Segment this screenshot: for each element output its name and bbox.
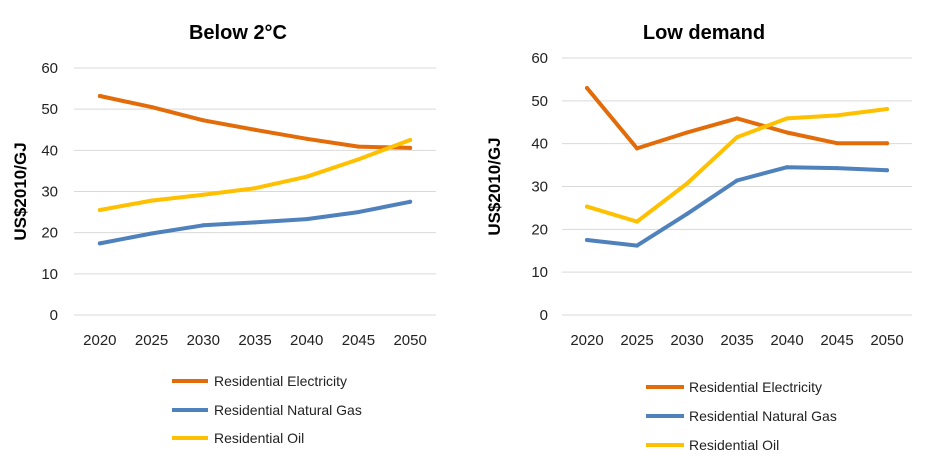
y-tick-label: 10 (41, 266, 58, 283)
data-point-residential-oil (253, 186, 257, 191)
data-point-residential-electricity (253, 127, 257, 132)
series-line-residential-oil (585, 107, 889, 224)
x-tick-label: 2040 (770, 332, 803, 349)
chart-title: Below 2°C (189, 22, 287, 44)
data-point-residential-oil (785, 116, 789, 121)
legend-label: Residential Oil (689, 437, 779, 453)
y-tick-label: 20 (41, 225, 58, 242)
y-tick-label: 10 (531, 264, 548, 281)
series-line-residential-electricity (97, 94, 413, 150)
data-point-residential-natural-gas (201, 223, 206, 228)
y-tick-label: 20 (531, 221, 548, 238)
legend-label: Residential Natural Gas (214, 402, 362, 418)
chart-title: Low demand (643, 22, 765, 44)
y-tick-label: 0 (540, 307, 548, 324)
y-tick-label: 0 (50, 307, 58, 324)
x-tick-label: 2030 (187, 332, 220, 349)
data-point-residential-electricity (149, 105, 154, 110)
data-point-residential-electricity (685, 130, 689, 135)
data-point-residential-electricity (735, 116, 739, 121)
data-point-residential-oil (885, 106, 889, 111)
data-point-residential-oil (585, 204, 589, 209)
data-point-residential-electricity (408, 145, 413, 150)
data-point-residential-oil (97, 208, 102, 213)
y-tick-label: 30 (531, 179, 548, 196)
data-point-residential-natural-gas (149, 231, 154, 236)
data-point-residential-natural-gas (885, 168, 889, 173)
data-point-residential-electricity (585, 85, 589, 90)
y-axis-label: US$2010/GJ (485, 137, 504, 235)
x-tick-label: 2040 (290, 332, 323, 349)
data-point-residential-electricity (885, 141, 889, 146)
y-tick-label: 40 (531, 136, 548, 153)
y-tick-label: 50 (41, 101, 58, 118)
legend-label: Residential Electricity (689, 379, 822, 395)
data-point-residential-oil (835, 113, 839, 118)
legend-label: Residential Electricity (214, 373, 347, 389)
data-point-residential-electricity (835, 141, 839, 146)
x-tick-label: 2035 (720, 332, 753, 349)
y-tick-label: 60 (41, 60, 58, 77)
data-point-residential-oil (408, 138, 413, 143)
data-point-residential-natural-gas (785, 165, 789, 170)
data-point-residential-natural-gas (304, 217, 309, 222)
x-tick-label: 2050 (870, 332, 903, 349)
x-tick-label: 2020 (83, 332, 116, 349)
x-tick-label: 2025 (135, 332, 168, 349)
x-tick-label: 2050 (393, 332, 426, 349)
data-point-residential-electricity (785, 130, 789, 135)
y-axis-label: US$2010/GJ (11, 142, 30, 240)
data-point-residential-electricity (635, 146, 639, 151)
x-tick-label: 2020 (570, 332, 603, 349)
y-tick-label: 40 (41, 142, 58, 159)
data-point-residential-oil (685, 181, 689, 186)
data-point-residential-natural-gas (835, 166, 839, 171)
legend-label: Residential Oil (214, 430, 304, 446)
data-point-residential-natural-gas (735, 178, 739, 183)
x-tick-label: 2045 (820, 332, 853, 349)
data-point-residential-oil (149, 198, 154, 203)
data-point-residential-oil (635, 219, 639, 224)
data-point-residential-electricity (97, 93, 102, 98)
data-point-residential-natural-gas (408, 199, 413, 204)
x-tick-label: 2035 (238, 332, 271, 349)
data-point-residential-natural-gas (97, 241, 102, 246)
data-point-residential-electricity (304, 136, 309, 141)
x-tick-label: 2025 (620, 332, 653, 349)
data-point-residential-natural-gas (356, 210, 361, 215)
data-point-residential-natural-gas (585, 238, 589, 243)
data-point-residential-oil (304, 174, 309, 179)
y-tick-label: 30 (41, 184, 58, 201)
y-tick-label: 60 (531, 50, 548, 67)
data-point-residential-oil (735, 135, 739, 140)
data-point-residential-natural-gas (635, 243, 639, 248)
data-point-residential-natural-gas (253, 220, 257, 225)
x-tick-label: 2045 (342, 332, 375, 349)
data-point-residential-electricity (201, 118, 206, 123)
data-point-residential-electricity (356, 144, 361, 149)
x-tick-label: 2030 (670, 332, 703, 349)
legend-label: Residential Natural Gas (689, 408, 837, 424)
data-point-residential-natural-gas (685, 211, 689, 216)
data-point-residential-oil (201, 192, 206, 197)
data-point-residential-oil (356, 157, 361, 162)
y-tick-label: 50 (531, 93, 548, 110)
